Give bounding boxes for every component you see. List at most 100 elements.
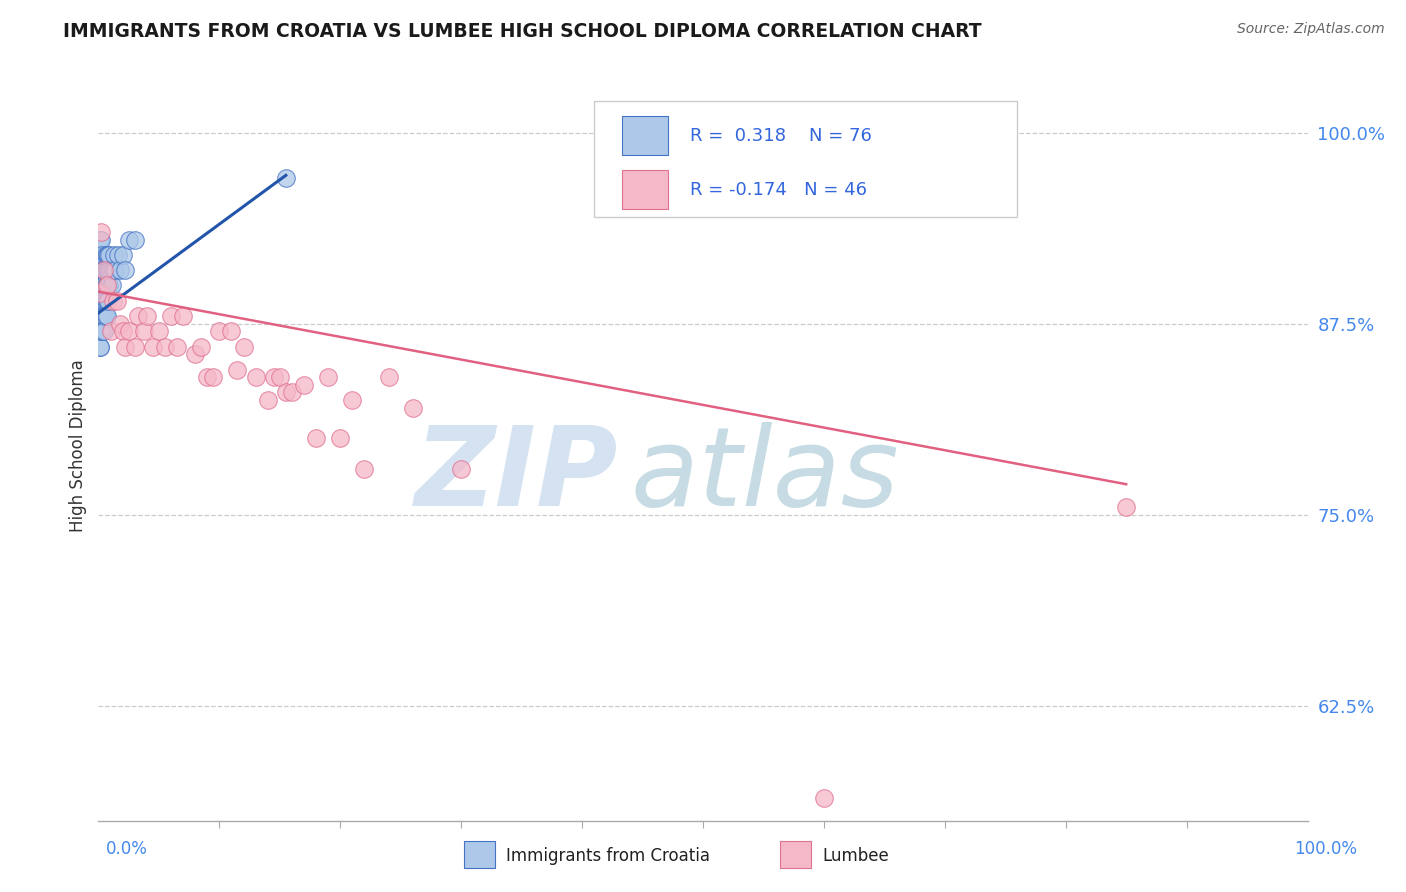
Point	[91, 248, 114, 262]
Point	[93, 263, 115, 277]
FancyBboxPatch shape	[595, 102, 1018, 218]
Point	[90, 293, 112, 308]
Point	[90, 309, 112, 323]
Text: 100.0%: 100.0%	[1294, 840, 1357, 858]
Text: Source: ZipAtlas.com: Source: ZipAtlas.com	[1237, 22, 1385, 37]
Point	[89, 309, 111, 323]
FancyBboxPatch shape	[621, 116, 668, 155]
Point	[202, 370, 225, 384]
Point	[221, 324, 243, 338]
Point	[91, 278, 114, 293]
Point	[100, 278, 122, 293]
Point	[329, 431, 352, 445]
Text: Immigrants from Croatia: Immigrants from Croatia	[506, 847, 710, 865]
Point	[134, 324, 156, 338]
Text: Lumbee: Lumbee	[823, 847, 889, 865]
Point	[118, 324, 141, 338]
Point	[135, 309, 157, 323]
Point	[101, 293, 124, 308]
Point	[94, 293, 117, 308]
Point	[269, 370, 291, 384]
Point	[195, 370, 218, 384]
Point	[107, 248, 129, 262]
Text: atlas: atlas	[630, 423, 898, 530]
Point	[402, 401, 425, 415]
Point	[232, 340, 254, 354]
Point	[90, 324, 112, 338]
Point	[104, 263, 127, 277]
Point	[148, 324, 170, 338]
Point	[90, 293, 112, 308]
Point	[97, 248, 120, 262]
Point	[93, 278, 115, 293]
Point	[91, 278, 114, 293]
Point	[108, 263, 131, 277]
Point	[166, 340, 188, 354]
Point	[91, 263, 114, 277]
Text: IMMIGRANTS FROM CROATIA VS LUMBEE HIGH SCHOOL DIPLOMA CORRELATION CHART: IMMIGRANTS FROM CROATIA VS LUMBEE HIGH S…	[63, 22, 981, 41]
Point	[89, 309, 111, 323]
Point	[91, 293, 114, 308]
Point	[90, 225, 112, 239]
Point	[89, 286, 111, 301]
Point	[1115, 500, 1137, 515]
Point	[96, 309, 118, 323]
Point	[281, 385, 304, 400]
Point	[93, 293, 115, 308]
Point	[90, 309, 112, 323]
Point	[245, 370, 267, 384]
Point	[90, 263, 112, 277]
Point	[94, 278, 117, 293]
Point	[316, 370, 339, 384]
Point	[208, 324, 231, 338]
Point	[127, 309, 149, 323]
Point	[172, 309, 194, 323]
Point	[98, 278, 121, 293]
Point	[256, 393, 278, 408]
Point	[93, 309, 115, 323]
Point	[108, 317, 131, 331]
Point	[91, 293, 114, 308]
Point	[226, 362, 249, 376]
Text: R =  0.318    N = 76: R = 0.318 N = 76	[690, 127, 872, 145]
Point	[89, 278, 111, 293]
Point	[89, 263, 111, 277]
Point	[292, 377, 315, 392]
Point	[111, 248, 134, 262]
Point	[91, 278, 114, 293]
Point	[89, 324, 111, 338]
Point	[377, 370, 399, 384]
Point	[184, 347, 207, 361]
Point	[274, 385, 297, 400]
Point	[96, 248, 118, 262]
Point	[103, 248, 125, 262]
Point	[94, 248, 117, 262]
Point	[98, 263, 121, 277]
Point	[89, 278, 111, 293]
Point	[450, 462, 472, 476]
Point	[190, 340, 212, 354]
Point	[94, 309, 117, 323]
Point	[89, 293, 111, 308]
Point	[89, 340, 111, 354]
Point	[98, 248, 121, 262]
Point	[89, 233, 111, 247]
Point	[118, 233, 141, 247]
Text: 0.0%: 0.0%	[105, 840, 148, 858]
Point	[94, 263, 117, 277]
Point	[90, 263, 112, 277]
Point	[89, 340, 111, 354]
Point	[96, 278, 118, 293]
Point	[153, 340, 176, 354]
Point	[89, 278, 111, 293]
Point	[89, 324, 111, 338]
Point	[91, 309, 114, 323]
Point	[114, 263, 136, 277]
Point	[91, 324, 114, 338]
Point	[93, 263, 115, 277]
Point	[813, 790, 835, 805]
Point	[96, 293, 118, 308]
Point	[96, 278, 118, 293]
Point	[89, 248, 111, 262]
Point	[97, 278, 120, 293]
